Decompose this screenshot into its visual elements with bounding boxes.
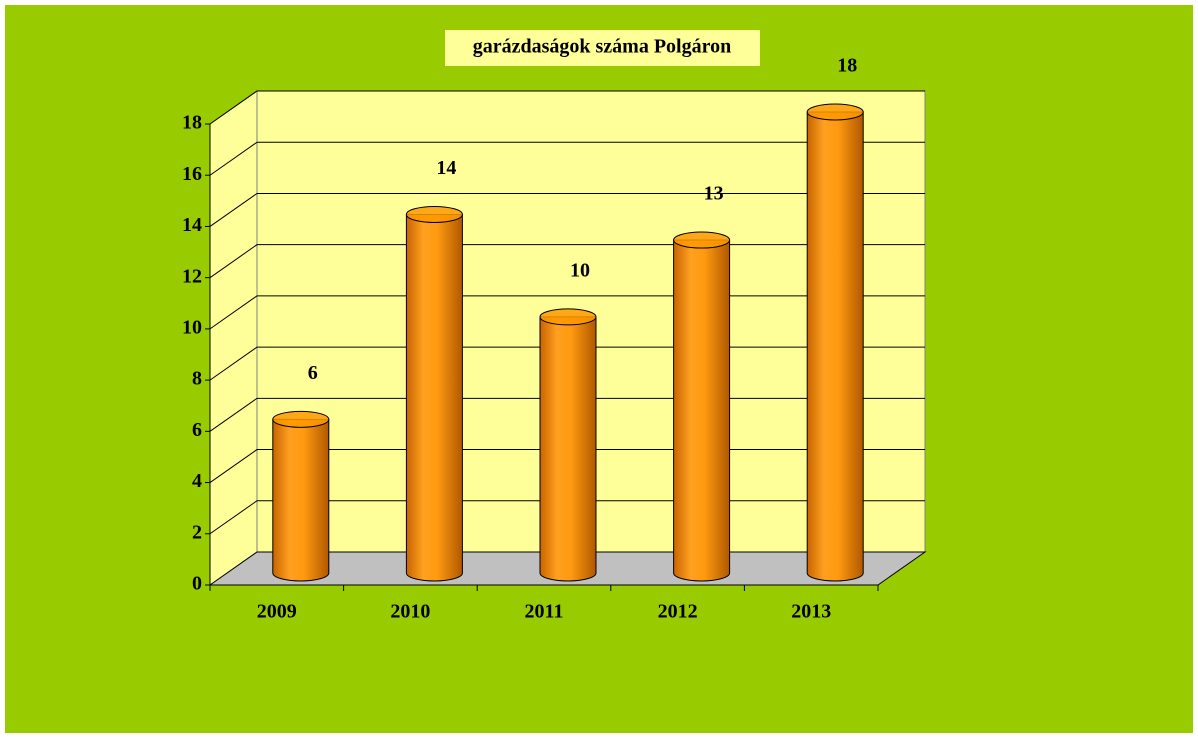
bar [673, 239, 731, 582]
y-tick-label: 16 [182, 163, 202, 185]
bar [806, 111, 864, 582]
y-tick-label: 12 [182, 265, 202, 287]
side-wall [209, 90, 258, 586]
bar-top [806, 103, 864, 121]
bar-top [539, 308, 597, 326]
y-tick-label: 14 [182, 214, 202, 236]
x-tick-label: 2011 [525, 601, 564, 623]
y-tick-label: 18 [182, 112, 202, 134]
y-tick-label: 0 [192, 573, 202, 595]
y-tick-label: 2 [192, 521, 202, 543]
bar [405, 213, 463, 582]
grid-line [209, 141, 925, 176]
bar [539, 316, 597, 582]
bar-top [405, 205, 463, 223]
x-tick-label: 2009 [257, 601, 297, 623]
value-label: 6 [308, 362, 318, 384]
value-label: 13 [704, 183, 724, 205]
bar [272, 418, 330, 582]
bar-top [272, 410, 330, 428]
bar-top [673, 231, 731, 249]
x-tick-label: 2013 [791, 601, 831, 623]
y-tick-label: 10 [182, 316, 202, 338]
y-tick-label: 6 [192, 419, 202, 441]
x-tick-label: 2010 [390, 601, 430, 623]
value-label: 18 [837, 55, 857, 77]
y-tick-label: 4 [192, 470, 202, 492]
y-tick-label: 8 [192, 368, 202, 390]
x-tick-label: 2012 [658, 601, 698, 623]
chart-title: garázdaságok száma Polgáron [473, 36, 732, 58]
title-box [445, 30, 760, 66]
value-label: 14 [436, 157, 456, 179]
grid-line [209, 90, 925, 125]
value-label: 10 [570, 259, 590, 281]
grid-line [209, 192, 925, 227]
